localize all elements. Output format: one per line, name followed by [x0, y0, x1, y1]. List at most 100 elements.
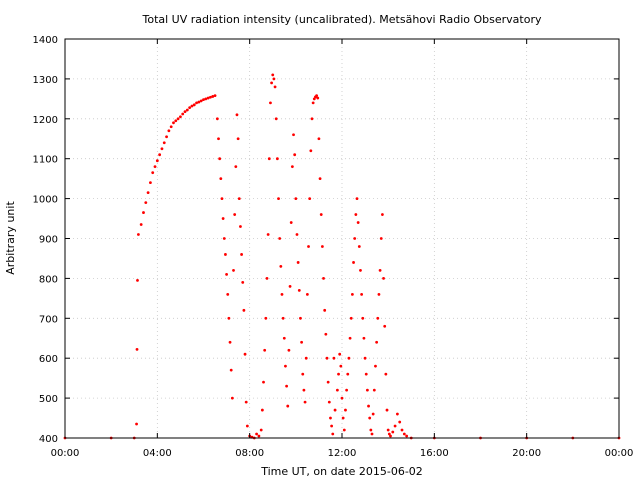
- data-point: [393, 424, 397, 428]
- data-point: [226, 292, 230, 296]
- data-point: [206, 96, 210, 100]
- data-point: [297, 288, 301, 292]
- data-point: [255, 432, 258, 436]
- data-point: [158, 153, 162, 157]
- data-point: [199, 99, 203, 103]
- data-point: [311, 101, 315, 105]
- x-tick-label: 00:00: [605, 448, 634, 459]
- data-point: [273, 85, 277, 89]
- data-point: [379, 237, 383, 240]
- data-point: [369, 428, 373, 432]
- data-point: [225, 273, 228, 276]
- data-point: [305, 292, 309, 296]
- data-point: [285, 384, 288, 388]
- data-point: [338, 352, 342, 356]
- data-point: [330, 424, 334, 428]
- data-point: [245, 424, 249, 428]
- data-point: [315, 94, 319, 98]
- data-point: [316, 96, 320, 100]
- data-point: [344, 408, 347, 412]
- data-point: [345, 388, 349, 392]
- data-point: [377, 292, 381, 296]
- data-point: [190, 104, 194, 108]
- data-point: [260, 408, 264, 412]
- data-point: [183, 110, 187, 114]
- data-point: [243, 352, 247, 356]
- y-tick-label: 900: [39, 235, 58, 246]
- data-point: [348, 336, 352, 340]
- data-point: [202, 98, 205, 102]
- data-point: [364, 372, 368, 376]
- data-point: [262, 380, 265, 384]
- data-point: [396, 412, 399, 416]
- data-point: [371, 412, 375, 416]
- data-point: [136, 278, 139, 282]
- data-point: [308, 197, 312, 201]
- data-point: [353, 237, 357, 240]
- x-tick-label: 04:00: [143, 448, 172, 459]
- y-tick-label: 1000: [33, 195, 58, 206]
- data-point: [287, 348, 291, 352]
- data-point: [274, 117, 278, 121]
- x-tick-label: 20:00: [512, 448, 541, 459]
- data-point: [144, 201, 148, 204]
- data-point: [241, 280, 245, 284]
- data-point: [230, 396, 234, 400]
- data-point: [301, 372, 305, 376]
- data-point: [367, 404, 370, 408]
- data-point: [278, 237, 282, 240]
- data-point: [220, 197, 224, 201]
- data-point: [350, 292, 354, 296]
- data-point: [354, 213, 358, 216]
- data-point: [405, 434, 409, 438]
- data-point: [162, 141, 166, 145]
- data-point: [310, 117, 314, 121]
- data-point: [325, 356, 329, 360]
- data-point: [265, 277, 269, 280]
- data-point: [292, 133, 295, 137]
- data-point: [286, 404, 290, 408]
- data-point: [235, 113, 239, 117]
- data-point: [320, 245, 324, 248]
- data-point: [270, 81, 273, 85]
- data-point: [342, 428, 346, 432]
- chart-title: Total UV radiation intensity (uncalibrat…: [142, 13, 542, 26]
- data-point: [347, 356, 351, 360]
- data-point: [327, 400, 331, 404]
- y-tick-label: 400: [39, 434, 58, 445]
- data-point: [372, 388, 376, 392]
- data-point: [309, 149, 313, 153]
- data-point: [227, 316, 231, 320]
- data-point: [218, 157, 222, 161]
- data-point: [317, 137, 321, 141]
- data-point: [384, 372, 388, 376]
- data-point: [219, 177, 223, 181]
- x-tick-label: 08:00: [235, 448, 264, 459]
- data-point: [267, 157, 271, 161]
- data-point: [402, 432, 406, 436]
- data-point: [378, 269, 382, 272]
- data-point: [376, 316, 380, 320]
- data-point: [332, 356, 336, 360]
- data-point: [341, 416, 345, 420]
- data-point: [279, 265, 283, 268]
- data-points: [63, 73, 621, 440]
- data-point: [362, 336, 366, 340]
- data-point: [204, 97, 208, 101]
- data-point: [169, 125, 173, 129]
- data-point: [172, 121, 175, 125]
- data-point: [244, 400, 248, 404]
- data-point: [229, 368, 233, 372]
- data-point: [361, 316, 365, 320]
- data-point: [365, 388, 369, 392]
- data-point: [263, 348, 267, 352]
- data-point: [319, 213, 323, 216]
- y-tick-label: 1100: [33, 155, 58, 166]
- x-tick-label: 16:00: [420, 448, 449, 459]
- data-point: [237, 197, 241, 201]
- data-point: [211, 95, 215, 98]
- data-point: [284, 364, 287, 368]
- data-point: [385, 408, 389, 412]
- data-point: [400, 428, 404, 432]
